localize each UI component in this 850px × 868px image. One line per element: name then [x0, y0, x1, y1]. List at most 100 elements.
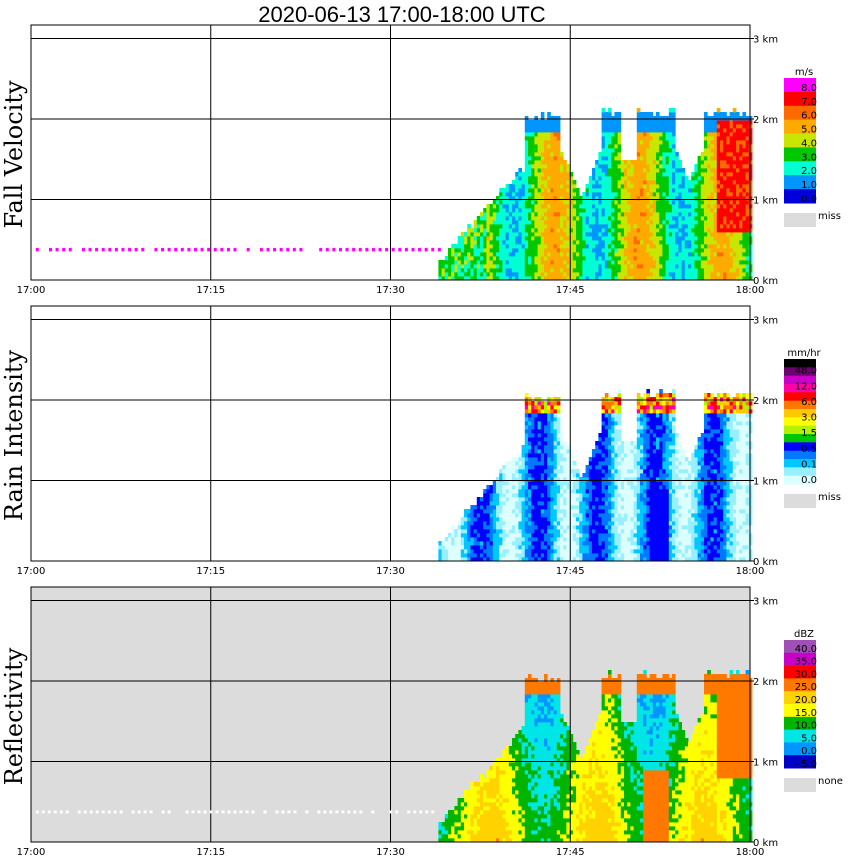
colorbar-label: −5.0 — [793, 759, 817, 770]
colorbar-swatch — [784, 147, 816, 162]
colorbar-swatch — [784, 434, 816, 443]
colorbar-swatch — [784, 704, 816, 718]
colorbar-swatch — [784, 678, 816, 692]
colorbar-label: 35.0 — [795, 657, 817, 668]
y-tick-label: 1 km — [753, 196, 778, 207]
grid — [31, 306, 750, 561]
y-tick-label: 0 km — [753, 557, 778, 568]
plot-frame — [30, 586, 751, 843]
colorbar-missing-swatch — [784, 778, 816, 792]
colorbar-label: 40.0 — [795, 644, 817, 655]
x-tick-label: 17:45 — [556, 285, 585, 296]
y-tick-label: 1 km — [753, 758, 778, 769]
colorbar-swatch — [784, 467, 816, 477]
colorbar-label: 0.5 — [801, 444, 817, 455]
colorbar-label: 2.0 — [801, 166, 817, 177]
colorbar-label: 7.0 — [801, 97, 817, 108]
x-tick-label: 17:15 — [196, 847, 225, 858]
colorbar-swatch — [784, 161, 816, 176]
colorbar-missing-swatch — [784, 494, 816, 508]
x-tick-label: 17:30 — [376, 566, 405, 577]
colorbar-label: 0.1 — [801, 459, 817, 470]
x-tick-label: 17:15 — [196, 566, 225, 577]
colorbar-swatch — [784, 119, 816, 135]
colorbar: dBZ 40.0 35.030.0 25.0 20.0 15.0 10.05.0 0.0 −5.… — [784, 629, 843, 792]
colorbar-swatch — [784, 640, 816, 654]
colorbar-swatch — [784, 133, 816, 148]
colorbar-missing-swatch — [784, 213, 816, 227]
x-tick-label: 17:30 — [376, 847, 405, 858]
colorbar-label: 15.0 — [795, 708, 817, 719]
colorbar-swatch — [784, 175, 816, 190]
colorbar-swatch — [784, 742, 816, 756]
y-tick-label: 2 km — [753, 396, 778, 407]
colorbar-swatch — [784, 665, 816, 679]
grid — [31, 587, 750, 842]
y-tick-label: 0 km — [753, 838, 778, 849]
echo-field — [438, 670, 753, 843]
colorbar-unit: mm/hr — [787, 348, 821, 359]
colorbar-label: 5.0 — [801, 125, 817, 136]
y-tick-label: 2 km — [753, 115, 778, 126]
panel-title: Reflectivity — [0, 647, 28, 785]
plot-frame — [30, 305, 751, 562]
clutter-line — [35, 247, 441, 252]
colorbar-label: 0.0 — [801, 475, 817, 486]
grid — [31, 25, 750, 280]
colorbar-swatch — [784, 78, 816, 93]
colorbar-label: 6.0 — [801, 111, 817, 122]
panel-reflectivity: 0 km 1 km 2 km 3 km 17:00 17:15 17:30 17:45 18:0… — [0, 586, 843, 858]
x-tick-label: 17:00 — [17, 566, 46, 577]
x-tick-label: 17:00 — [17, 847, 46, 858]
panel-title: Rain Intensity — [0, 350, 28, 522]
x-tick-label: 17:45 — [556, 566, 585, 577]
panel-fall-velocity: 0 km 1 km 2 km 3 km 17:00 17:15 17:30 17:45 18:0… — [0, 24, 841, 296]
colorbar-swatch — [784, 409, 816, 418]
x-tick-label: 17:45 — [556, 847, 585, 858]
colorbar-swatch — [784, 691, 816, 705]
colorbar-swatch — [784, 359, 816, 368]
colorbar-label: 10.0 — [795, 721, 817, 732]
colorbar-swatch — [784, 375, 816, 385]
colorbar-missing-label: miss — [818, 492, 841, 503]
colorbar-label: 6.0 — [801, 397, 817, 408]
y-tick-label: 0 km — [753, 276, 778, 287]
colorbar-swatch — [784, 459, 816, 468]
y-tick-label: 1 km — [753, 477, 778, 488]
colorbar-swatch — [784, 442, 816, 452]
colorbar-label: 3.0 — [801, 413, 817, 424]
x-tick-label: 18:00 — [736, 285, 765, 296]
x-tick-label: 18:00 — [736, 847, 765, 858]
colorbar-label: 48.0 — [795, 366, 817, 377]
colorbar-swatch — [784, 91, 816, 107]
y-tick-label: 3 km — [753, 597, 778, 608]
plot-frame — [30, 24, 751, 281]
colorbar-swatch — [784, 755, 816, 769]
colorbar-swatch — [784, 367, 816, 377]
colorbar-label: 4.0 — [801, 138, 817, 149]
colorbar-label: 0.0 — [801, 746, 817, 757]
colorbar-swatch — [784, 384, 816, 393]
y-tick-label: 3 km — [753, 35, 778, 46]
colorbar-missing-label: none — [818, 776, 843, 787]
figure-title: 2020-06-13 17:00-18:00 UTC — [258, 2, 546, 27]
colorbar-swatch — [784, 392, 816, 402]
x-tick-label: 17:15 — [196, 285, 225, 296]
y-tick-label: 3 km — [753, 316, 778, 327]
echo-field — [438, 108, 753, 281]
colorbar-swatch — [784, 716, 816, 731]
panel-title: Fall Velocity — [0, 80, 28, 229]
colorbar-swatch — [784, 729, 816, 743]
panel-rain-intensity: 0 km 1 km 2 km 3 km 17:00 17:15 17:30 17:45 18:0… — [0, 305, 841, 577]
colorbar-label: 1.0 — [801, 180, 817, 191]
colorbar-label: 12.0 — [795, 381, 817, 392]
colorbar-unit: dBZ — [794, 629, 814, 640]
colorbar-label: 3.0 — [801, 152, 817, 163]
colorbar-swatch — [784, 105, 816, 121]
colorbar-swatch — [784, 189, 816, 204]
colorbar-swatch — [784, 652, 816, 667]
colorbar-swatch — [784, 475, 816, 485]
